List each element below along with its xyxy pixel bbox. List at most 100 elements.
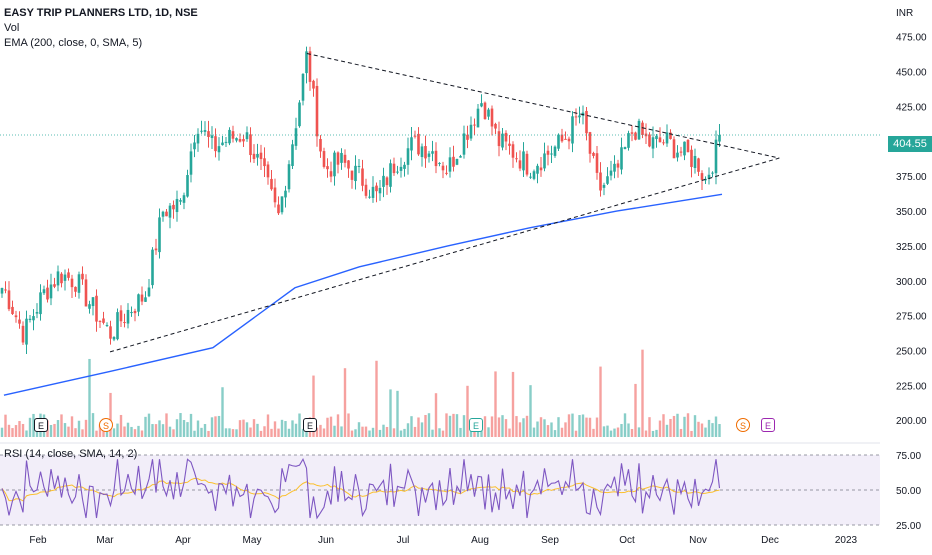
candle-body bbox=[455, 159, 459, 165]
volume-bar bbox=[448, 415, 452, 437]
candle-body bbox=[585, 110, 588, 134]
volume-bar bbox=[123, 426, 126, 437]
volume-bar bbox=[616, 427, 620, 437]
candle-body bbox=[364, 184, 368, 196]
volume-bar bbox=[137, 425, 140, 437]
candle-body bbox=[18, 319, 21, 324]
earnings-badge-icon[interactable]: E bbox=[469, 418, 483, 432]
volume-bar bbox=[256, 423, 259, 437]
candle-body bbox=[46, 287, 49, 300]
volume-bar bbox=[56, 420, 60, 437]
rsi-legend[interactable]: RSI (14, close, SMA, 14, 2) bbox=[4, 448, 138, 460]
time-tick-label: Feb bbox=[29, 535, 47, 546]
time-tick-label: Aug bbox=[471, 535, 489, 546]
volume-bar bbox=[487, 427, 490, 437]
symbol-title[interactable]: EASY TRIP PLANNERS LTD, 1D, NSE bbox=[4, 7, 198, 19]
candle-body bbox=[147, 287, 151, 297]
candle-body bbox=[522, 151, 525, 171]
earnings-badge-icon[interactable]: E bbox=[761, 418, 775, 432]
price-tick-label: 450.00 bbox=[896, 68, 927, 79]
candle-body bbox=[665, 132, 669, 144]
candle-body bbox=[196, 133, 200, 144]
volume-bar bbox=[378, 429, 382, 437]
volume-bar bbox=[445, 413, 448, 437]
volume-bar bbox=[67, 426, 70, 437]
volume-bar bbox=[357, 422, 361, 437]
volume-bar bbox=[627, 423, 630, 437]
volume-bar bbox=[494, 371, 497, 437]
volume-bar bbox=[203, 424, 207, 437]
volume-bar bbox=[165, 413, 168, 437]
candle-body bbox=[539, 167, 543, 171]
candle-body bbox=[28, 318, 32, 320]
volume-bar bbox=[28, 417, 32, 437]
price-tick-label: 425.00 bbox=[896, 102, 927, 113]
volume-bar bbox=[546, 425, 550, 437]
time-tick-label: Sep bbox=[541, 535, 559, 546]
candle-body bbox=[525, 153, 529, 175]
earnings-badge-icon[interactable]: E bbox=[303, 418, 317, 432]
volume-bar bbox=[133, 429, 137, 437]
volume-bar bbox=[550, 422, 553, 437]
ema-line bbox=[3, 193, 723, 396]
candle-body bbox=[165, 211, 168, 217]
time-tick-label: Apr bbox=[175, 535, 191, 546]
volume-bar bbox=[518, 422, 522, 437]
volume-bar bbox=[574, 430, 578, 437]
volume-bar bbox=[193, 430, 196, 437]
volume-bar bbox=[312, 375, 315, 437]
candle-body bbox=[315, 85, 319, 137]
price-tick-label: 475.00 bbox=[896, 33, 927, 44]
candle-body bbox=[368, 196, 371, 198]
candle-body bbox=[518, 160, 522, 169]
candle-body bbox=[490, 108, 494, 127]
price-tick-label: 325.00 bbox=[896, 242, 927, 253]
candle-body bbox=[536, 165, 539, 174]
volume-bar bbox=[319, 424, 322, 437]
candle-body bbox=[151, 249, 154, 286]
volume-bar bbox=[70, 416, 74, 437]
candle-body bbox=[21, 325, 25, 343]
volume-bar bbox=[462, 415, 466, 437]
volume-bar bbox=[424, 414, 427, 437]
volume-bar bbox=[455, 414, 459, 437]
candle-body bbox=[77, 274, 81, 293]
candle-body bbox=[679, 151, 683, 153]
earnings-badge-icon[interactable]: E bbox=[34, 418, 48, 432]
split-badge-icon[interactable]: S bbox=[99, 418, 113, 432]
volume-bar bbox=[210, 417, 214, 437]
volume-bar bbox=[179, 413, 182, 437]
ema-legend[interactable]: EMA (200, close, 0, SMA, 5) bbox=[4, 37, 143, 49]
candle-body bbox=[207, 131, 210, 137]
candle-body bbox=[112, 337, 116, 340]
time-tick-label: Jun bbox=[318, 535, 334, 546]
volume-legend[interactable]: Vol bbox=[4, 22, 20, 34]
volume-bar bbox=[63, 423, 67, 437]
candle-body bbox=[88, 304, 91, 309]
candle-body bbox=[228, 129, 231, 144]
volume-bar bbox=[84, 419, 88, 437]
split-badge-icon[interactable]: S bbox=[736, 418, 750, 432]
candle-body bbox=[284, 190, 287, 198]
rsi-tick-label: 50.00 bbox=[896, 486, 921, 497]
candle-body bbox=[179, 200, 182, 202]
candle-body bbox=[529, 176, 532, 178]
volume-bar bbox=[49, 424, 53, 437]
volume-bar bbox=[525, 415, 529, 437]
candle-body bbox=[238, 139, 242, 142]
candle-body bbox=[221, 142, 224, 146]
volume-bar bbox=[413, 426, 417, 437]
candle-body bbox=[396, 171, 399, 173]
volume-bar bbox=[515, 416, 518, 437]
price-tick-label: 200.00 bbox=[896, 416, 927, 427]
candle-body bbox=[266, 164, 270, 178]
candle-body bbox=[0, 287, 4, 294]
volume-bar bbox=[707, 419, 711, 437]
volume-bar bbox=[249, 427, 252, 437]
volume-bar bbox=[718, 424, 721, 437]
candle-body bbox=[543, 153, 546, 169]
candle-body bbox=[175, 198, 179, 213]
candle-body bbox=[91, 297, 95, 307]
